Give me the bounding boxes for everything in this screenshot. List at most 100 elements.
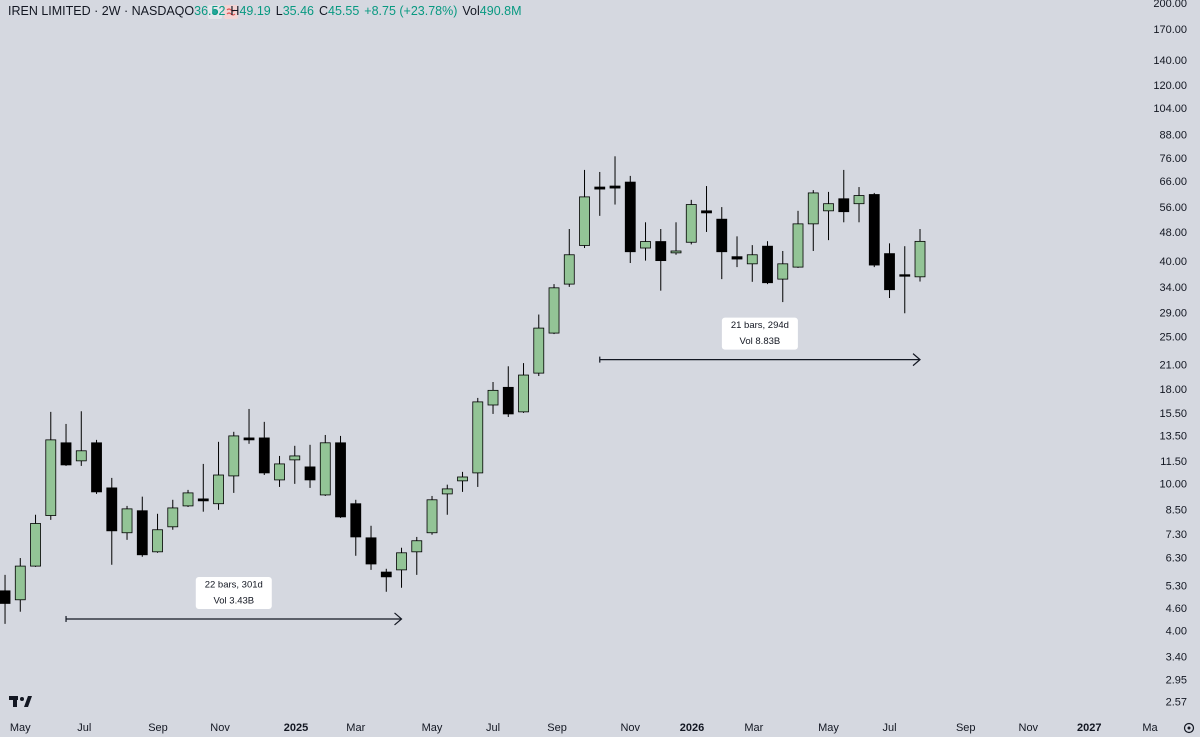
candle-body [746, 254, 758, 265]
candle-body [868, 194, 880, 266]
candle-body [0, 590, 11, 604]
measure-box [195, 576, 272, 609]
y-tick-label: 2.95 [1166, 674, 1187, 686]
logo-part [13, 696, 17, 707]
icon-box [224, 5, 238, 19]
y-tick-label: 120.00 [1153, 80, 1187, 92]
candle-body [914, 240, 926, 278]
gear[interactable] [1183, 722, 1195, 734]
y-tick-label: 56.00 [1159, 202, 1187, 214]
x-tick-label: 2026 [680, 722, 704, 734]
y-tick-label: 40.00 [1159, 256, 1187, 268]
logo-part [24, 696, 32, 707]
candle-body [350, 503, 362, 538]
logo [9, 696, 32, 707]
candle-body [899, 274, 911, 277]
candle-body [640, 241, 651, 249]
measure-box [721, 317, 798, 350]
candle-body [14, 565, 26, 601]
candle-body [701, 210, 712, 214]
y-tick-label: 21.00 [1159, 360, 1187, 372]
candle-body [380, 571, 392, 578]
arrow-head [912, 353, 921, 367]
x-tick-label: Sep [547, 722, 567, 734]
x-tick-label: Ma [1142, 722, 1158, 734]
ohlc-key: O [184, 4, 194, 18]
candle-body [136, 510, 148, 556]
x-tick-label: May [818, 722, 839, 734]
candle-body [731, 256, 743, 260]
candle-body [243, 437, 255, 441]
measure-label: Vol 3.43B [213, 595, 254, 606]
measure-label: Vol 8.83B [740, 336, 781, 347]
y-tick-label: 170.00 [1153, 24, 1187, 36]
y-tick-label: 34.00 [1159, 282, 1187, 294]
candle-body [838, 198, 850, 213]
candle-body [655, 241, 667, 262]
symbol: IREN LIMITED · 2W · NASDAQ [8, 4, 185, 18]
x-tick-label: Jul [882, 722, 896, 734]
icon-wave [226, 8, 236, 16]
candle-body [274, 463, 285, 481]
y-tick-label: 8.50 [1166, 505, 1187, 517]
candle-body [762, 245, 773, 284]
y-tick-label: 140.00 [1153, 55, 1187, 67]
candle-body [670, 250, 682, 254]
y-tick-label: 15.50 [1159, 408, 1187, 420]
candle-body [807, 192, 819, 225]
logo-part [20, 697, 24, 701]
candle-body [853, 195, 865, 205]
status-icons [208, 5, 238, 19]
y-tick-label: 25.00 [1159, 332, 1187, 344]
y-tick-label: 4.60 [1166, 603, 1187, 615]
volume-value: 490.8M [480, 4, 522, 18]
settings-icon[interactable] [1183, 722, 1195, 734]
y-tick-label: 76.00 [1159, 153, 1187, 165]
candle-body [91, 442, 102, 493]
measure-label: 21 bars, 294d [731, 320, 789, 331]
x-tick-label: Jul [486, 722, 500, 734]
candle-body [365, 537, 377, 565]
candle-body [563, 254, 575, 285]
y-tick-label: 7.30 [1166, 529, 1187, 541]
candle-body [213, 474, 224, 505]
x-tick-label: Nov [1019, 722, 1039, 734]
candle-body [396, 552, 407, 571]
ohlc-key: L [276, 4, 283, 18]
candle-body [487, 389, 499, 406]
y-tick-label: 18.00 [1159, 384, 1187, 396]
y-tick-label: 13.50 [1159, 430, 1187, 442]
ohlc-key: C [319, 4, 328, 18]
y-tick-label: 4.00 [1166, 626, 1187, 638]
ohlc-value: 35.46 [283, 4, 314, 18]
x-tick-label: Jul [77, 722, 91, 734]
y-tick-label: 104.00 [1153, 103, 1187, 115]
ohlc-value: 45.55 [328, 4, 359, 18]
icon-dot [212, 9, 218, 15]
candle-body [75, 450, 87, 462]
y-tick-label: 88.00 [1159, 130, 1187, 142]
candle-body [624, 181, 636, 253]
x-tick-label: Mar [346, 722, 365, 734]
y-tick-label: 10.00 [1159, 479, 1187, 491]
candle-body [121, 508, 133, 534]
gear-center [1187, 726, 1191, 730]
candle-body [319, 442, 331, 496]
candle-body [548, 287, 560, 334]
y-tick-label: 11.50 [1160, 456, 1187, 468]
legend-line: IREN LIMITED · 2W · NASDAQO36.52 H49.19 L3… [8, 4, 522, 18]
measure-label: 22 bars, 301d [205, 579, 263, 590]
candle-body [106, 487, 118, 532]
x-tick-label: 2025 [284, 722, 308, 734]
candle-body [289, 455, 301, 461]
candle-body [197, 498, 209, 502]
candle-body [228, 435, 240, 477]
candle-body [533, 327, 545, 374]
candle-body [518, 374, 529, 413]
candle-body [472, 401, 484, 474]
x-tick-label: Nov [210, 722, 230, 734]
y-tick-label: 2.57 [1166, 697, 1187, 709]
